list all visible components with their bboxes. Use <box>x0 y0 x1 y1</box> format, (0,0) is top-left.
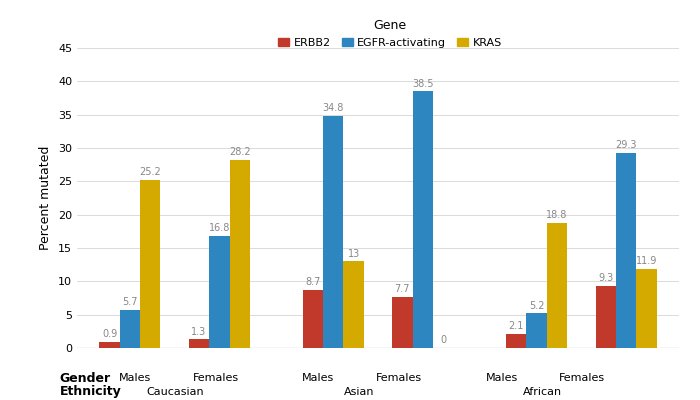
Text: African: African <box>522 387 561 397</box>
Text: 25.2: 25.2 <box>139 167 161 177</box>
Text: 1.3: 1.3 <box>191 327 206 337</box>
Bar <box>99 342 120 348</box>
Text: 5.7: 5.7 <box>122 297 138 307</box>
Bar <box>209 236 230 348</box>
Bar <box>412 91 433 348</box>
Text: 0: 0 <box>440 335 446 345</box>
Bar <box>323 116 344 348</box>
Text: 7.7: 7.7 <box>395 284 410 294</box>
Text: 13: 13 <box>347 249 360 259</box>
Bar <box>526 313 547 348</box>
Bar <box>596 286 616 348</box>
Bar <box>189 339 209 348</box>
Bar <box>547 223 567 348</box>
Text: 16.8: 16.8 <box>209 223 230 233</box>
Text: 38.5: 38.5 <box>412 79 433 89</box>
Text: 9.3: 9.3 <box>598 273 613 283</box>
Bar <box>506 334 526 348</box>
Bar <box>636 269 657 348</box>
Text: Females: Females <box>559 373 606 383</box>
Text: 0.9: 0.9 <box>102 329 117 339</box>
Bar <box>230 160 250 348</box>
Text: 11.9: 11.9 <box>636 256 657 266</box>
Text: Males: Males <box>302 373 335 383</box>
Text: Females: Females <box>376 373 422 383</box>
Text: Asian: Asian <box>344 387 374 397</box>
Text: 29.3: 29.3 <box>615 140 637 150</box>
Bar <box>344 261 364 348</box>
Text: 5.2: 5.2 <box>529 301 545 311</box>
Text: Males: Males <box>486 373 518 383</box>
Text: Males: Males <box>119 373 151 383</box>
Text: 2.1: 2.1 <box>509 321 524 331</box>
Bar <box>392 297 412 348</box>
Text: Ethnicity: Ethnicity <box>60 386 121 398</box>
Bar <box>616 153 636 348</box>
Legend: ERBB2, EGFR-activating, KRAS: ERBB2, EGFR-activating, KRAS <box>274 14 507 52</box>
Bar <box>302 290 323 348</box>
Text: Females: Females <box>193 373 239 383</box>
Text: 8.7: 8.7 <box>305 277 321 287</box>
Text: 28.2: 28.2 <box>229 147 251 157</box>
Text: Caucasian: Caucasian <box>147 387 204 397</box>
Bar <box>120 310 140 348</box>
Text: 34.8: 34.8 <box>323 103 344 113</box>
Text: 18.8: 18.8 <box>546 210 568 220</box>
Text: Gender: Gender <box>60 372 111 384</box>
Bar <box>140 180 160 348</box>
Y-axis label: Percent mutated: Percent mutated <box>39 146 52 250</box>
